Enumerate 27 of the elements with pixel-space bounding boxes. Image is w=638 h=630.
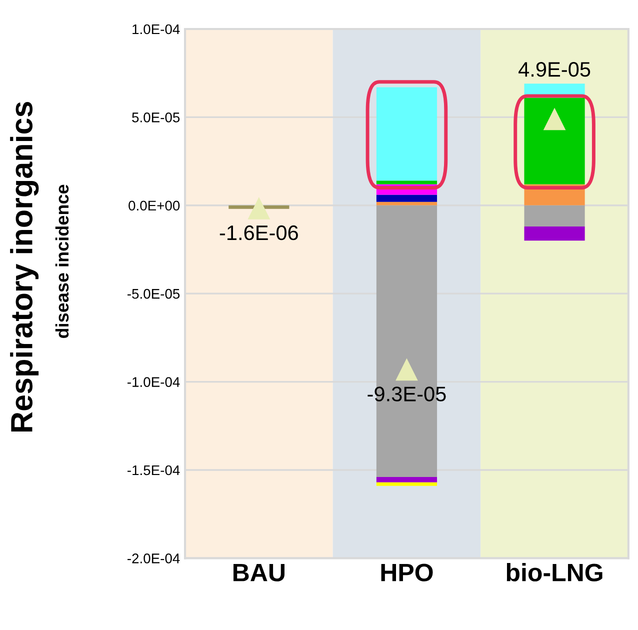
point	[543, 108, 566, 130]
y-tick-label: -1.0E-04	[128, 377, 180, 387]
bar	[524, 205, 585, 227]
bar	[376, 477, 438, 482]
data-label: 4.9E-05	[518, 62, 590, 77]
y-tick-label: -1.5E-04	[128, 465, 180, 476]
point	[396, 358, 418, 381]
bar	[376, 180, 438, 184]
bar	[524, 226, 585, 241]
y-tick-label: 1.0E-04	[132, 24, 180, 34]
bar	[376, 194, 438, 202]
bar	[376, 202, 438, 206]
point	[248, 197, 270, 220]
y-tick-label: 0.0E+00	[128, 200, 180, 211]
y-tick-label: -5.0E-05	[128, 288, 180, 299]
bar	[376, 482, 438, 486]
bar	[376, 87, 438, 181]
y-tick-label: -2.0E-04	[128, 554, 180, 564]
data-label: -1.6E-06	[220, 225, 298, 240]
y-axis-title: Respiratory inorganics	[10, 102, 39, 432]
x-tick-label: HPO	[381, 564, 433, 582]
x-tick-label: BAU	[234, 564, 284, 582]
text: disease incidence	[55, 184, 69, 338]
data-label: -9.3E-05	[368, 386, 446, 402]
y-tick-label: 5.0E-05	[132, 112, 180, 122]
x-tick-label: bio-LNG	[506, 563, 602, 582]
bar	[524, 98, 585, 184]
